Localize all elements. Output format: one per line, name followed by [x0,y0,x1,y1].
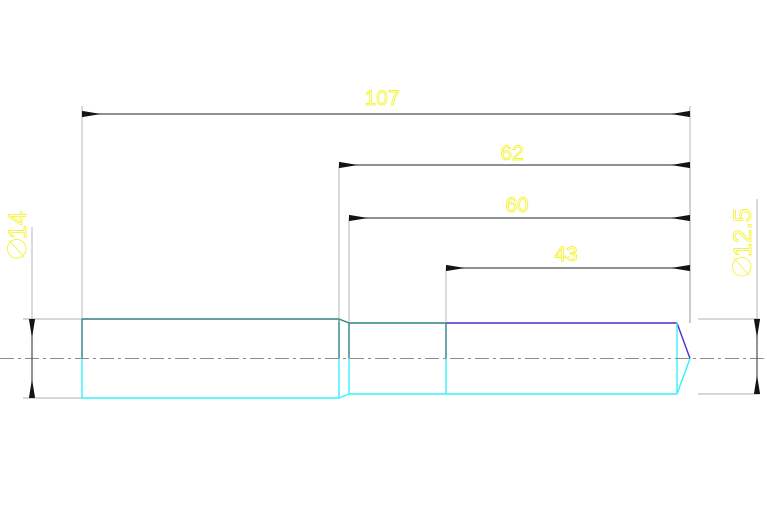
svg-text:43: 43 [554,243,577,266]
svg-text:12.5: 12.5 [729,208,757,257]
svg-text:60: 60 [505,194,528,217]
svg-text:107: 107 [364,87,399,110]
svg-text:14: 14 [4,211,32,239]
svg-text:62: 62 [500,142,523,165]
